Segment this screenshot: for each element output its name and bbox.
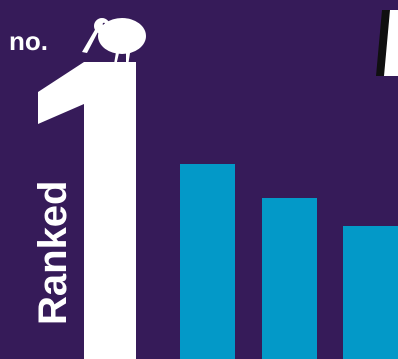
kiwi-bird-icon [82, 18, 146, 68]
ranked-vertical-label: Ranked [31, 180, 75, 326]
rank-prefix: no. [9, 26, 48, 56]
corner-glyph-fragment [376, 10, 398, 76]
bar-short [343, 226, 398, 359]
bar-medium [262, 198, 317, 359]
bar-tall [180, 164, 235, 359]
rank-numeral-one [38, 62, 136, 359]
